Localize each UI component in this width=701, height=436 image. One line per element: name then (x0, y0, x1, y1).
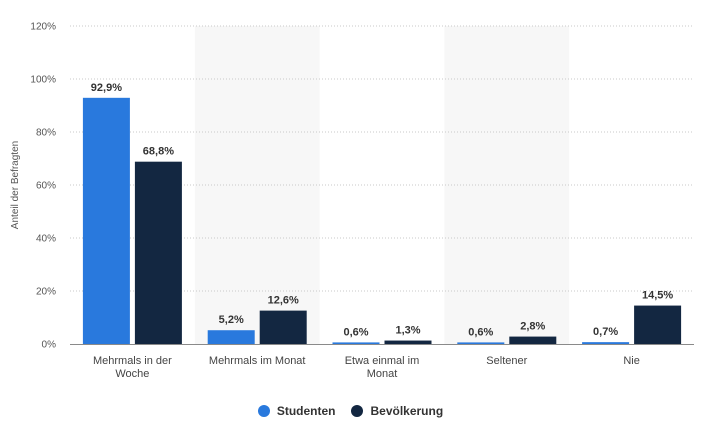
x-category-label: Seltener (486, 355, 527, 367)
data-label: 0,6% (343, 326, 368, 338)
data-label: 0,6% (468, 326, 493, 338)
legend-item-studenten[interactable]: Studenten (257, 404, 336, 418)
data-label: 12,6% (268, 295, 299, 307)
bars (82, 97, 682, 344)
category-band (444, 26, 570, 344)
data-label: 14,5% (642, 290, 673, 302)
data-label: 1,3% (395, 325, 420, 337)
legend-label-bevoelkerung: Bevölkerung (370, 404, 444, 418)
legend-label-studenten: Studenten (276, 404, 336, 418)
bar-bevoelkerung[interactable] (384, 340, 432, 344)
data-label: 5,2% (219, 314, 244, 326)
data-labels: 92,9% 68,8% 5,2% 12,6% 0,6% 1,3% 0,6% 2,8% 0,7% 1… (91, 82, 674, 339)
x-category-label: Mehrmals im Monat (209, 355, 306, 367)
y-tick-label: 20% (36, 287, 56, 298)
category-band (194, 26, 320, 344)
y-tick-label: 40% (36, 234, 56, 245)
data-label: 92,9% (91, 82, 122, 94)
y-tick-label: 80% (36, 128, 56, 139)
x-category-label: Mehrmals in der Woche (93, 355, 172, 380)
y-tick-label: 120% (30, 22, 56, 33)
bar-studenten[interactable] (582, 342, 630, 344)
legend: Studenten Bevölkerung (0, 404, 701, 418)
x-category-label: Etwa einmal im Monat (345, 355, 420, 380)
y-tick-label: 60% (36, 181, 56, 192)
y-tick-label: 0% (42, 340, 57, 351)
gridlines (70, 25, 694, 345)
bar-studenten[interactable] (457, 342, 505, 344)
data-label: 68,8% (143, 146, 174, 158)
y-axis-ticks: 0% 20% 40% 60% 80% 100% 120% (30, 22, 56, 351)
bar-studenten[interactable] (82, 97, 130, 344)
y-tick-label: 100% (30, 75, 56, 86)
bar-bevoelkerung[interactable] (509, 336, 557, 344)
x-axis-categories: Mehrmals in der Woche Mehrmals im Monat Etw… (93, 355, 640, 380)
data-label: 0,7% (593, 326, 618, 338)
y-axis-title: Anteil der Befragten (10, 141, 21, 229)
bar-bevoelkerung[interactable] (634, 305, 682, 344)
legend-item-bevoelkerung[interactable]: Bevölkerung (351, 404, 443, 418)
data-label: 2,8% (520, 321, 545, 333)
legend-swatch-studenten (257, 405, 270, 417)
legend-swatch-bevoelkerung (351, 405, 364, 417)
bar-studenten[interactable] (207, 330, 255, 344)
bar-studenten[interactable] (332, 342, 380, 344)
bar-bevoelkerung[interactable] (259, 310, 307, 344)
x-category-label: Nie (623, 355, 640, 367)
bar-bevoelkerung[interactable] (134, 161, 182, 344)
bar-chart: 0% 20% 40% 60% 80% 100% 120% Anteil der Befrag… (10, 22, 694, 380)
